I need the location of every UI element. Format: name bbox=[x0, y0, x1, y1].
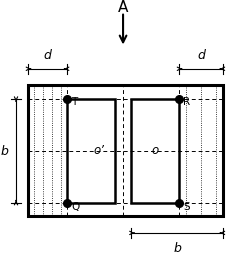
Bar bbox=[67, 99, 115, 203]
Text: Q: Q bbox=[71, 201, 80, 211]
Text: T: T bbox=[71, 97, 78, 106]
Bar bbox=[131, 99, 179, 203]
Text: b: b bbox=[1, 145, 9, 158]
Text: d: d bbox=[197, 49, 205, 62]
Text: b: b bbox=[173, 241, 181, 253]
Text: o: o bbox=[151, 144, 159, 156]
Bar bbox=[28, 86, 223, 216]
Text: o’: o’ bbox=[94, 144, 105, 156]
Text: S: S bbox=[183, 201, 190, 211]
Text: A: A bbox=[118, 0, 128, 15]
Text: R: R bbox=[183, 97, 190, 106]
Text: d: d bbox=[44, 49, 52, 62]
